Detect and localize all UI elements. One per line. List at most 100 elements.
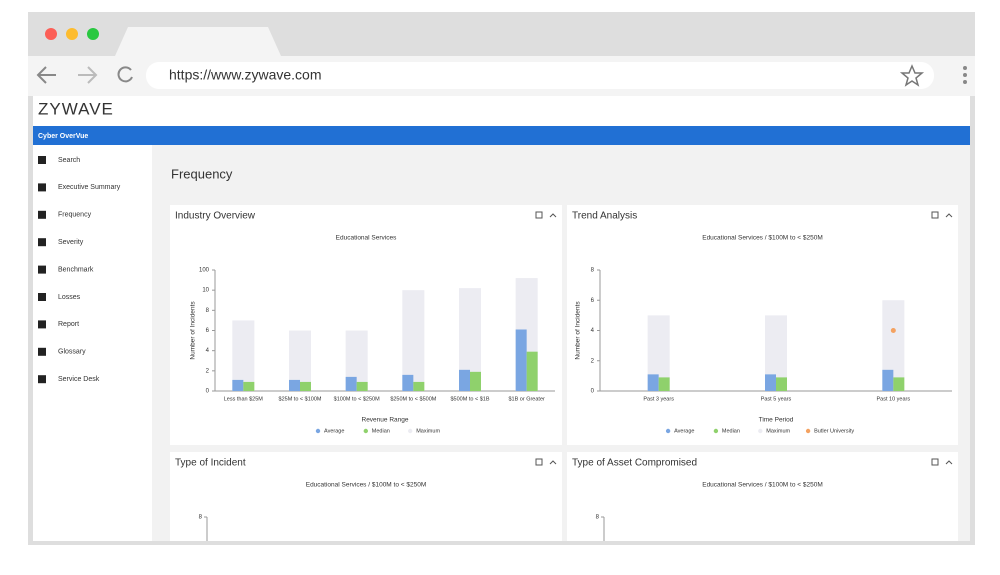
nav-icon[interactable] xyxy=(38,156,46,164)
nav-icon[interactable] xyxy=(38,293,46,301)
panel-title: Trend Analysis xyxy=(572,211,637,222)
max-bar xyxy=(765,315,787,391)
url: https://www.zywave.com xyxy=(169,67,322,83)
tab[interactable] xyxy=(115,27,281,56)
collapse-icon[interactable] xyxy=(945,460,953,465)
y-tick-label: 2 xyxy=(591,358,595,364)
reload-button[interactable] xyxy=(117,66,133,83)
menu-dot[interactable] xyxy=(963,66,967,70)
legend-label: Butler University xyxy=(814,428,854,434)
legend-label: Average xyxy=(674,428,694,434)
bar xyxy=(345,376,357,391)
bar xyxy=(882,369,894,391)
y-axis-label: Number of Incidents xyxy=(190,301,197,360)
bar xyxy=(647,374,659,391)
x-tick-label: Past 10 years xyxy=(877,396,911,402)
bookmark-star[interactable] xyxy=(899,64,925,87)
bar xyxy=(356,381,368,391)
forward-button[interactable] xyxy=(78,66,98,84)
panel-title: Industry Overview xyxy=(175,211,256,222)
y-tick-label: 4 xyxy=(591,328,595,334)
close-button[interactable] xyxy=(45,28,57,40)
expand-icon[interactable] xyxy=(535,458,543,466)
address-bar[interactable] xyxy=(146,62,934,89)
bar xyxy=(893,377,905,391)
max-bar xyxy=(289,330,311,391)
collapse-icon[interactable] xyxy=(945,213,953,218)
nav-icon[interactable] xyxy=(38,210,46,219)
nav-item[interactable]: Search xyxy=(58,157,80,164)
legend-swatch xyxy=(713,428,719,434)
legend-swatch xyxy=(805,428,811,434)
maximize-button[interactable] xyxy=(87,28,99,40)
bar xyxy=(658,377,670,391)
x-tick-label: Past 3 years xyxy=(643,396,674,402)
max-bar xyxy=(345,330,368,391)
x-tick-label: $500M to < $1B xyxy=(451,396,490,402)
nav-item[interactable]: Losses xyxy=(58,294,81,301)
panel xyxy=(567,452,958,541)
bar xyxy=(413,381,425,391)
y-tick-label: 4 xyxy=(206,348,210,354)
chart-subtitle: Educational Services / $100M to < $250M xyxy=(306,482,427,489)
bar xyxy=(232,379,244,391)
nav-item[interactable]: Executive Summary xyxy=(58,184,121,191)
nav-item[interactable]: Report xyxy=(58,321,79,328)
y-tick-label: 0 xyxy=(206,389,210,395)
panel-title: Type of Asset Compromised xyxy=(572,458,697,469)
nav-icon[interactable] xyxy=(38,238,46,247)
nav-item[interactable]: Severity xyxy=(58,239,84,246)
x-tick-label: $250M to < $500M xyxy=(390,396,436,402)
expand-icon[interactable] xyxy=(931,458,939,466)
back-button[interactable] xyxy=(36,66,56,84)
panel xyxy=(170,452,562,541)
expand-icon[interactable] xyxy=(535,211,543,219)
legend-swatch xyxy=(758,428,763,434)
expand-icon[interactable] xyxy=(931,211,939,219)
legend-label: Maximum xyxy=(766,428,790,434)
product-bar xyxy=(33,126,970,145)
nav-icon[interactable] xyxy=(38,320,46,329)
nav-icon[interactable] xyxy=(38,347,46,356)
logo: ZYWAVE xyxy=(38,99,114,118)
minimize-button[interactable] xyxy=(66,28,78,40)
nav-icon[interactable] xyxy=(38,375,46,384)
nav-item[interactable]: Frequency xyxy=(58,212,92,219)
product-name: Cyber OverVue xyxy=(38,133,88,140)
y-tick-label: 2 xyxy=(206,368,210,374)
legend-label: Median xyxy=(722,428,740,434)
y-tick-label: 8 xyxy=(596,515,600,521)
page-title: Frequency xyxy=(171,166,233,181)
x-tick-label: $1B or Greater xyxy=(508,396,545,402)
bar xyxy=(515,329,527,391)
nav-icon[interactable] xyxy=(38,265,46,274)
bar xyxy=(243,381,255,391)
legend-label: Average xyxy=(324,428,344,434)
max-bar xyxy=(459,288,481,391)
chart-subtitle: Educational Services xyxy=(336,235,397,242)
nav-item[interactable]: Service Desk xyxy=(58,376,100,383)
max-bar xyxy=(232,320,255,391)
bar xyxy=(459,369,470,391)
y-tick-label: 8 xyxy=(206,308,210,314)
x-tick-label: $100M to < $250M xyxy=(334,396,380,402)
max-bar xyxy=(882,300,905,391)
point xyxy=(890,328,896,333)
y-tick-label: 100 xyxy=(199,268,210,274)
chart-subtitle: Educational Services / $100M to < $250M xyxy=(702,482,823,489)
y-axis-label: Number of Incidents xyxy=(575,301,582,360)
bar xyxy=(402,374,414,391)
y-tick-label: 6 xyxy=(591,298,595,304)
menu-dot xyxy=(963,73,967,77)
chart-subtitle: Educational Services / $100M to < $250M xyxy=(702,235,823,242)
collapse-icon[interactable] xyxy=(549,460,557,465)
max-bar xyxy=(402,290,425,391)
nav-item[interactable]: Benchmark xyxy=(58,266,94,273)
nav-item[interactable]: Glossary xyxy=(58,349,86,356)
nav-icon[interactable] xyxy=(38,183,46,192)
bar xyxy=(470,371,481,391)
legend-swatch xyxy=(408,428,413,434)
collapse-icon[interactable] xyxy=(549,213,557,218)
panel-title: Type of Incident xyxy=(175,458,246,469)
legend-label: Median xyxy=(372,428,390,434)
